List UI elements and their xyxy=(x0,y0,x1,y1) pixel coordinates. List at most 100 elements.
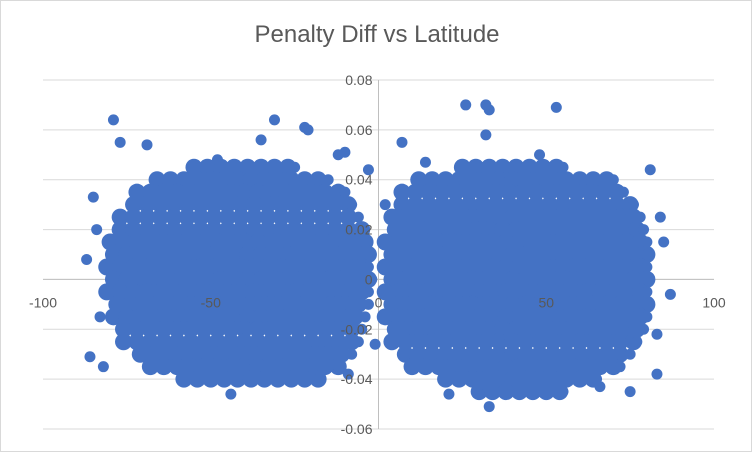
y-tick-label: -0.04 xyxy=(341,371,373,387)
data-point xyxy=(185,270,203,288)
data-point xyxy=(544,270,562,288)
data-point xyxy=(352,211,364,223)
data-point xyxy=(571,345,589,363)
data-point xyxy=(326,208,344,226)
data-point xyxy=(531,295,549,313)
data-point xyxy=(359,311,371,323)
data-point xyxy=(450,295,468,313)
data-point xyxy=(306,270,324,288)
data-point xyxy=(534,149,546,161)
data-point xyxy=(125,258,143,276)
data-point xyxy=(416,258,434,276)
data-point xyxy=(326,258,344,276)
data-point xyxy=(557,270,575,288)
data-point xyxy=(594,183,612,201)
data-point xyxy=(312,373,324,385)
data-point xyxy=(356,323,368,335)
data-point xyxy=(564,283,582,301)
data-point xyxy=(517,345,535,363)
data-point xyxy=(272,196,290,214)
data-point xyxy=(638,224,650,236)
y-tick-label: 0.02 xyxy=(345,222,372,238)
data-point xyxy=(175,171,193,189)
data-point xyxy=(329,320,347,338)
data-point xyxy=(624,348,636,360)
data-point xyxy=(617,186,629,198)
data-point xyxy=(457,283,475,301)
data-point xyxy=(316,320,334,338)
data-point xyxy=(312,258,330,276)
data-point xyxy=(255,370,273,388)
data-point xyxy=(537,383,555,401)
data-point xyxy=(658,236,670,248)
data-point xyxy=(423,246,441,263)
data-point xyxy=(504,370,522,388)
data-point xyxy=(319,270,337,288)
data-point xyxy=(165,258,183,276)
data-point xyxy=(460,99,472,111)
data-point xyxy=(145,246,163,263)
data-point xyxy=(484,358,502,376)
data-point xyxy=(215,370,233,388)
data-point xyxy=(195,358,213,376)
data-point xyxy=(504,345,522,363)
data-point xyxy=(537,283,555,301)
data-point xyxy=(611,246,629,263)
data-point xyxy=(115,333,133,351)
data-point xyxy=(611,270,629,288)
data-point xyxy=(111,258,129,276)
data-point xyxy=(333,246,351,263)
data-point xyxy=(430,233,448,251)
data-point xyxy=(151,258,169,276)
data-point xyxy=(557,295,575,313)
data-point xyxy=(594,381,606,393)
data-point xyxy=(276,320,294,338)
data-point xyxy=(208,320,226,338)
data-point xyxy=(483,104,495,116)
data-point xyxy=(249,320,267,338)
data-point xyxy=(362,261,374,273)
data-point xyxy=(484,383,502,401)
data-point xyxy=(333,270,351,288)
data-point xyxy=(551,258,569,276)
data-point xyxy=(584,295,602,313)
data-point xyxy=(641,298,653,310)
data-point xyxy=(644,164,656,176)
data-point xyxy=(591,358,609,376)
data-point xyxy=(557,333,575,351)
data-point xyxy=(272,258,290,276)
data-point xyxy=(497,258,515,276)
data-point xyxy=(252,246,270,263)
data-point xyxy=(195,320,213,338)
data-point xyxy=(229,370,247,388)
data-point xyxy=(302,320,320,338)
data-point xyxy=(598,295,616,313)
data-point xyxy=(531,370,549,388)
data-point xyxy=(624,386,636,398)
data-point xyxy=(524,383,542,401)
data-point xyxy=(584,345,602,363)
data-point xyxy=(504,246,522,263)
data-point xyxy=(571,295,589,313)
data-point xyxy=(393,183,411,201)
data-point xyxy=(537,258,555,276)
data-point xyxy=(624,246,642,263)
data-point xyxy=(544,345,562,363)
data-point xyxy=(544,246,562,263)
data-point xyxy=(403,358,421,376)
data-point xyxy=(279,270,297,288)
data-point xyxy=(460,183,478,201)
data-point xyxy=(490,345,508,363)
data-point xyxy=(477,270,495,288)
data-point xyxy=(484,233,502,251)
data-point xyxy=(225,388,237,400)
data-point xyxy=(249,358,267,376)
data-point xyxy=(165,208,183,226)
data-point xyxy=(172,270,190,288)
data-point xyxy=(598,333,616,351)
data-point xyxy=(500,183,518,201)
data-point xyxy=(591,258,609,276)
data-point xyxy=(192,258,210,276)
data-point xyxy=(611,333,629,351)
data-point xyxy=(450,270,468,288)
